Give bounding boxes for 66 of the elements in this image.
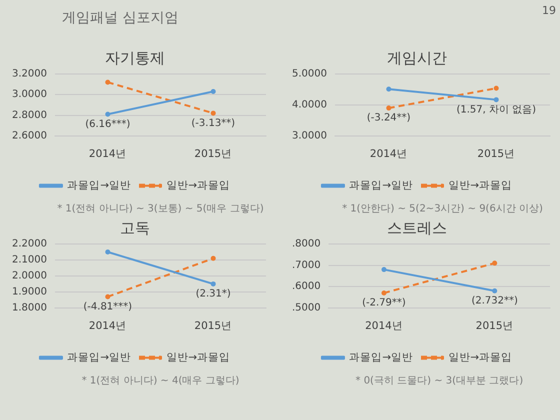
- annotation: (1.57, 차이 없음): [456, 104, 536, 116]
- x-tick-label: 2014년: [370, 148, 408, 160]
- point: [386, 86, 392, 92]
- annotation: (-3.24**): [366, 112, 411, 124]
- y-tick-label: 2.6000: [12, 130, 47, 142]
- legend-label: 일반→과몰입: [166, 351, 230, 364]
- point: [105, 112, 110, 117]
- y-tick-label: 4.0000: [292, 100, 327, 111]
- point: [386, 106, 392, 111]
- y-tick-label: .8000: [292, 238, 321, 250]
- x-tick-label: 2015년: [477, 148, 516, 160]
- x-tick-label: 2015년: [194, 320, 232, 332]
- point: [210, 281, 216, 286]
- x-tick-label: 2014년: [88, 320, 127, 332]
- text: * 1(전혀 아니다) ~ 4(매우 그렇다): [82, 376, 240, 387]
- legend-label: 과몰입→일반: [349, 351, 414, 364]
- annotation: (6.16***): [85, 118, 130, 130]
- y-tick-label: .6000: [292, 281, 321, 292]
- legend-label: 과몰입→일반: [349, 179, 414, 192]
- point: [381, 267, 386, 272]
- point: [105, 80, 110, 85]
- y-tick-label: 1.8000: [12, 302, 47, 314]
- x-tick-label: 2014년: [88, 148, 127, 160]
- point: [494, 86, 499, 91]
- y-tick-label: 3.2000: [12, 68, 47, 80]
- annotation: (-3.13**): [191, 118, 236, 129]
- chart-title: 스트레스: [387, 218, 447, 237]
- point: [381, 290, 386, 296]
- point: [494, 97, 499, 102]
- point: [492, 260, 498, 266]
- y-tick-label: 1.9000: [12, 286, 47, 298]
- legend-label: 일반→과몰입: [448, 179, 512, 192]
- point: [492, 288, 498, 294]
- text: 게임패널 심포지엄: [62, 9, 178, 27]
- legend-label: 일반→과몰입: [448, 351, 512, 364]
- y-tick-label: 2.1000: [12, 254, 47, 266]
- legend-label: 일반→과몰입: [166, 179, 230, 192]
- y-tick-label: .7000: [292, 260, 321, 271]
- point: [105, 249, 110, 254]
- legend-label: 과몰입→일반: [67, 179, 132, 192]
- x-tick-label: 2015년: [476, 320, 514, 332]
- text: * 0(극히 드물다) ~ 3(대부분 그랬다): [356, 376, 524, 387]
- y-tick-label: 2.2000: [12, 238, 47, 250]
- y-tick-label: 2.0000: [12, 270, 47, 282]
- x-tick-label: 2015년: [194, 148, 232, 160]
- annotation: (2.31*): [196, 288, 231, 300]
- y-tick-label: 2.8000: [12, 110, 47, 121]
- annotation: (-2.79**): [362, 298, 406, 309]
- point: [105, 294, 110, 300]
- x-tick-label: 2014년: [365, 320, 403, 332]
- chart-title: 게임시간: [387, 48, 447, 67]
- annotation: (-4.81***): [83, 301, 132, 312]
- y-tick-label: 5.0000: [292, 68, 327, 80]
- text: 19: [542, 4, 556, 17]
- text: * 1(안한다) ~ 5(2~3시간) ~ 9(6시간 이상): [342, 204, 543, 215]
- point: [210, 256, 216, 261]
- y-tick-label: 3.0000: [12, 89, 47, 100]
- chart-title: 자기통제: [105, 48, 165, 67]
- point: [210, 110, 216, 116]
- point: [210, 89, 216, 94]
- legend-label: 과몰입→일반: [67, 351, 132, 364]
- y-tick-label: 3.0000: [292, 130, 327, 142]
- text: * 1(전혀 아니다) ~ 3(보통) ~ 5(매우 그렇다): [57, 204, 264, 215]
- annotation: (2.732**): [471, 295, 518, 306]
- chart-title: 고독: [120, 218, 150, 237]
- y-tick-label: .5000: [292, 302, 321, 314]
